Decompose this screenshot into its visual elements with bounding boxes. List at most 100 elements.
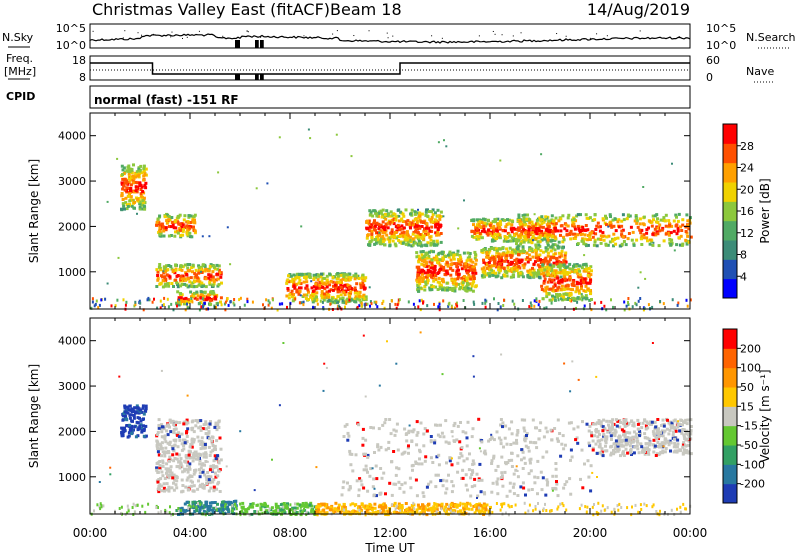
data-point [570,288,573,291]
data-point [458,287,461,290]
data-point [355,282,358,285]
data-point [204,268,207,271]
data-point [332,276,335,279]
data-point [163,267,166,270]
data-point [205,428,208,431]
data-point [516,431,519,434]
data-point [164,434,167,437]
data-point [542,476,545,479]
data-point [198,302,201,305]
data-point [441,503,444,506]
data-point [201,483,204,486]
data-point [471,219,473,221]
data-point [564,256,567,259]
data-point [587,476,590,479]
data-point [506,461,509,464]
data-point [500,442,503,445]
data-point [287,274,290,277]
data-point [174,444,177,447]
data-point [600,242,603,245]
data-point [301,511,304,514]
data-point [490,462,493,465]
data-point [377,449,380,452]
data-point [406,230,409,233]
data-point [633,244,636,247]
data-point [184,441,187,444]
data-point [379,467,382,470]
data-point [677,304,679,307]
data-point [680,229,683,232]
data-point [336,295,339,298]
data-point [141,190,144,193]
data-point [153,298,155,301]
data-point [544,289,547,292]
data-point [504,229,507,232]
data-point [131,174,134,177]
data-point [425,230,428,233]
data-point [557,286,560,289]
data-point [323,293,326,296]
data-point [512,442,515,445]
data-point [208,281,211,284]
data-point [664,219,667,222]
data-point [639,222,642,225]
data-point [158,266,161,269]
data-point [309,137,311,139]
data-point [450,503,453,506]
data-point [357,306,359,309]
data-point [420,422,423,425]
data-point [348,273,351,276]
data-point [491,459,494,462]
data-point [214,448,217,451]
data-point [509,247,512,250]
data-point [496,483,499,486]
data-point [172,285,175,288]
data-point [522,216,525,219]
data-point [579,273,582,276]
data-point [342,297,345,300]
data-point [376,305,378,308]
data-point [135,181,138,184]
data-point [559,229,562,232]
data-point [516,434,519,437]
data-point [686,235,689,238]
data-point [430,439,433,442]
data-point [557,219,560,222]
data-point [145,405,148,408]
data-point [351,469,354,472]
data-point [167,218,170,221]
data-point [675,216,678,219]
data-point [216,482,219,485]
data-point [212,279,215,282]
data-point [561,285,564,288]
data-point [547,244,550,247]
data-point [177,215,180,218]
data-point [539,258,542,261]
data-point [342,480,345,483]
nsearch-point [566,36,567,37]
data-point [381,477,384,480]
data-point [179,284,182,287]
data-point [216,454,219,457]
data-point [637,226,640,229]
data-point [568,279,571,282]
data-point [490,436,493,439]
data-point [122,205,125,208]
data-point [384,492,387,495]
data-point [471,435,474,438]
data-point [418,457,421,460]
data-point [505,237,508,240]
data-point [162,226,165,229]
data-point [288,293,291,296]
data-point [181,479,184,482]
data-point [570,449,573,452]
data-point [416,274,419,277]
data-point [193,438,196,441]
data-point [363,297,365,300]
data-point [536,492,539,495]
data-point [554,299,557,302]
data-point [422,302,424,305]
data-point [205,298,208,301]
data-point [209,468,212,471]
data-point [556,244,559,247]
